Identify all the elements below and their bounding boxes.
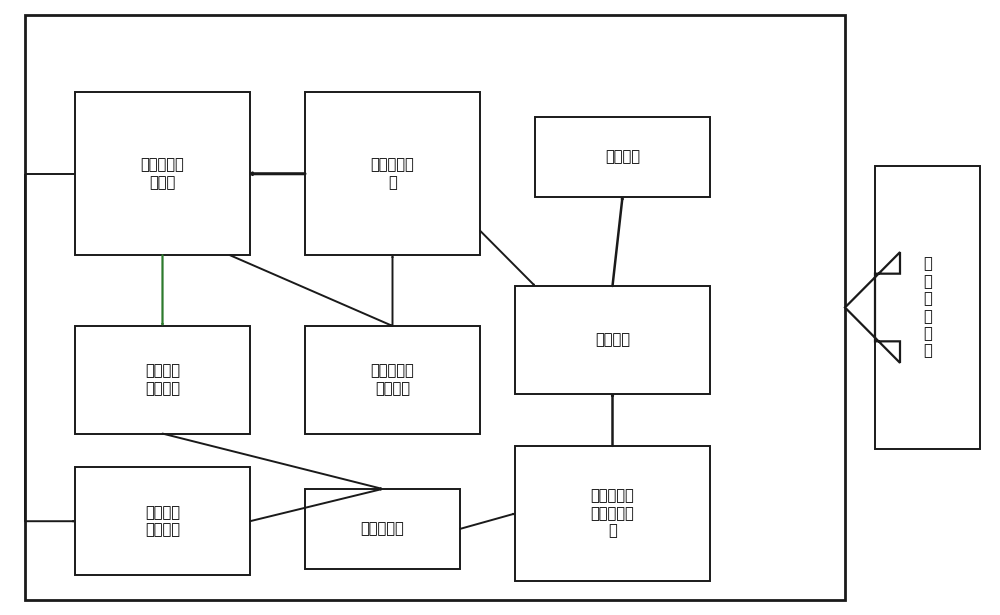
Bar: [515, 286, 710, 394]
Bar: [535, 117, 710, 197]
Text: 基准发生模
块: 基准发生模 块: [371, 157, 414, 190]
Text: 精准模数转
换器电路模
块: 精准模数转 换器电路模 块: [591, 489, 634, 538]
Bar: [75, 467, 250, 575]
Bar: [305, 92, 480, 255]
Text: 高压逆变发
生模块: 高压逆变发 生模块: [141, 157, 184, 190]
Polygon shape: [845, 252, 900, 363]
Bar: [75, 326, 250, 434]
Text: 高压衰减
电路模块: 高压衰减 电路模块: [145, 363, 180, 396]
Bar: [515, 446, 710, 581]
Text: 低通滤波器: 低通滤波器: [361, 522, 404, 536]
Bar: [25, 15, 845, 600]
Bar: [75, 92, 250, 255]
Text: 主控芯片: 主控芯片: [595, 332, 630, 347]
Bar: [305, 489, 460, 569]
Text: 回路电流
采样模块: 回路电流 采样模块: [145, 505, 180, 538]
Bar: [875, 166, 980, 449]
Text: 显示模块: 显示模块: [605, 149, 640, 164]
Bar: [305, 326, 480, 434]
Text: 精准负反馈
电路模块: 精准负反馈 电路模块: [371, 363, 414, 396]
Text: 电
源
供
应
系
统: 电 源 供 应 系 统: [923, 256, 932, 359]
